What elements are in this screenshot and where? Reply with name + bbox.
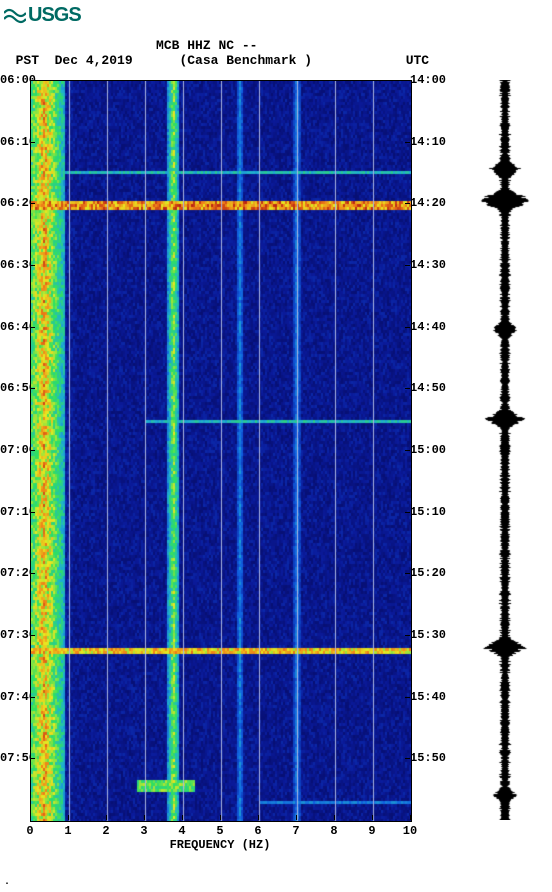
y-tick-right: 14:20 [410, 196, 446, 210]
y-tick-right: 15:10 [410, 505, 446, 519]
date-line: PST Dec 4,2019 (Casa Benchmark ) UTC [0, 53, 552, 68]
y-tick-right: 15:40 [410, 690, 446, 704]
y-tick-right: 14:00 [410, 73, 446, 87]
y-axis-right-utc: 14:0014:1014:2014:3014:4014:5015:0015:10… [410, 80, 445, 820]
station-line: MCB HHZ NC -- [0, 38, 552, 53]
header-block: MCB HHZ NC -- PST Dec 4,2019 (Casa Bench… [0, 38, 552, 68]
usgs-logo: USGS [4, 4, 81, 27]
x-tick: 9 [368, 824, 375, 838]
y-axis-left-pst: 06:0006:1006:2006:3006:4006:5007:0007:10… [0, 80, 30, 820]
y-tick-right: 15:00 [410, 443, 446, 457]
x-tick: 8 [330, 824, 337, 838]
wave-icon [4, 7, 26, 25]
y-tick-right: 15:20 [410, 566, 446, 580]
x-axis-title: FREQUENCY (HZ) [30, 838, 410, 852]
y-tick-right: 15:30 [410, 628, 446, 642]
y-tick-right: 14:50 [410, 381, 446, 395]
spectrogram-plot [30, 80, 412, 822]
y-tick-right: 15:50 [410, 751, 446, 765]
x-tick: 10 [403, 824, 417, 838]
x-tick: 6 [254, 824, 261, 838]
y-tick-right: 14:30 [410, 258, 446, 272]
x-tick: 3 [140, 824, 147, 838]
x-tick: 2 [102, 824, 109, 838]
spectrogram-canvas [31, 81, 411, 821]
x-tick: 0 [26, 824, 33, 838]
x-tick: 7 [292, 824, 299, 838]
waveform-panel [470, 80, 540, 820]
x-tick: 5 [216, 824, 223, 838]
x-tick: 4 [178, 824, 185, 838]
waveform-canvas [470, 80, 540, 820]
corner-mark: . [4, 877, 10, 888]
y-tick-right: 14:40 [410, 320, 446, 334]
y-tick-right: 14:10 [410, 135, 446, 149]
x-tick: 1 [64, 824, 71, 838]
logo-text: USGS [28, 4, 81, 27]
